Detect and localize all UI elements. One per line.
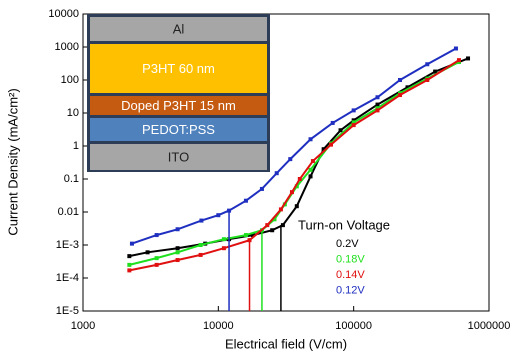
data-point — [198, 252, 203, 257]
data-point — [425, 62, 430, 67]
data-point — [270, 228, 275, 233]
data-point — [145, 250, 150, 255]
data-point — [175, 246, 180, 251]
data-point — [274, 171, 279, 176]
data-point — [216, 213, 221, 218]
x-tick-label: 1000 — [71, 320, 95, 332]
y-tick-label: 100 — [61, 74, 79, 86]
x-tick-label: 10000 — [203, 320, 234, 332]
data-point — [175, 227, 180, 232]
x-axis-title: Electrical field (V/cm) — [225, 336, 347, 351]
data-point — [466, 56, 471, 61]
legend-label: 0.2V — [336, 238, 359, 250]
data-point — [278, 207, 283, 212]
y-tick-label: 1000 — [55, 41, 79, 53]
y-tick-label: 1E-4 — [56, 272, 79, 284]
y-tick-label: 10000 — [48, 8, 79, 20]
data-point — [294, 184, 299, 189]
data-point — [398, 78, 403, 82]
data-point — [405, 85, 410, 90]
inset-layer-label: ITO — [168, 149, 189, 164]
data-point — [127, 262, 132, 267]
y-tick-label: 1 — [73, 140, 79, 152]
data-point — [375, 102, 380, 107]
data-point — [308, 137, 313, 142]
data-point — [265, 223, 270, 228]
inset-layer-label: P3HT 60 nm — [142, 61, 215, 76]
data-point — [198, 243, 203, 247]
y-tick-label: 0.1 — [64, 173, 79, 185]
y-tick-label: 1E-3 — [56, 239, 79, 251]
inset-layer — [90, 17, 267, 41]
data-point — [375, 108, 380, 113]
data-point — [154, 262, 159, 267]
data-point — [221, 246, 226, 251]
x-tick-label: 100000 — [335, 320, 372, 332]
data-point — [297, 177, 302, 181]
data-point — [243, 198, 248, 203]
data-point — [338, 128, 343, 133]
inset-layer-label: Doped P3HT 15 nm — [121, 98, 236, 113]
data-point — [294, 204, 299, 209]
inset-layer — [90, 44, 267, 93]
legend-label: 0.14V — [336, 269, 365, 281]
data-point — [375, 95, 380, 100]
inset-layer — [90, 96, 267, 115]
data-point — [127, 254, 132, 259]
data-point — [289, 190, 294, 195]
data-point — [375, 106, 380, 111]
x-tick-label: 1000000 — [468, 320, 511, 332]
data-point — [321, 147, 326, 152]
y-tick-label: 0.01 — [58, 206, 79, 218]
data-point — [351, 108, 356, 113]
data-point — [351, 120, 356, 125]
data-point — [199, 218, 204, 223]
y-tick-label: 10 — [67, 107, 79, 119]
data-point — [154, 233, 159, 238]
plot-frame — [82, 13, 490, 312]
y-tick-label: 1E-5 — [56, 305, 79, 317]
data-point — [308, 174, 313, 179]
data-point — [453, 46, 458, 51]
inset-layer-label: Al — [173, 21, 185, 36]
data-point — [250, 233, 255, 238]
data-point — [288, 157, 293, 162]
data-point — [259, 186, 264, 191]
data-point — [433, 69, 438, 74]
inset-layer — [90, 144, 267, 170]
data-point — [243, 233, 248, 238]
data-point — [456, 58, 461, 63]
data-point — [425, 78, 430, 82]
data-point — [127, 268, 132, 273]
data-point — [328, 142, 333, 147]
data-point — [272, 217, 277, 222]
legend-label: 0.12V — [336, 284, 365, 296]
data-point — [351, 123, 356, 128]
data-point — [398, 93, 403, 98]
data-point — [175, 250, 180, 255]
legend-title: Turn-on Voltage — [298, 217, 390, 232]
inset-layer-label: PEDOT:PSS — [142, 122, 215, 137]
data-point — [175, 258, 180, 263]
data-point — [351, 118, 356, 123]
data-point — [154, 256, 159, 261]
data-point — [310, 159, 315, 164]
data-point — [308, 167, 313, 172]
data-point — [280, 223, 285, 228]
inset-layer — [90, 118, 267, 141]
data-point — [129, 241, 134, 246]
y-axis-title: Current Density (mA/cm²) — [5, 88, 20, 235]
data-point — [221, 237, 226, 242]
data-point — [330, 120, 335, 125]
legend-label: 0.18V — [336, 253, 365, 265]
